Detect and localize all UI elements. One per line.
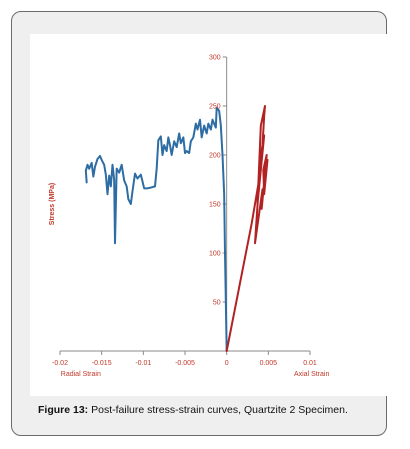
y-tick-label: 250 [209, 104, 221, 111]
axial-strain-series [225, 105, 269, 352]
y-tick-label: 100 [209, 251, 221, 258]
y-tick-label: 150 [209, 202, 221, 209]
x-axis-title-radial: Radial Strain [61, 371, 101, 378]
x-axis-title-axial: Axial Strain [294, 371, 330, 378]
caption-text: Post-failure stress-strain curves, Quart… [91, 404, 348, 416]
x-tick-label: 0.005 [260, 360, 278, 367]
stress-strain-chart: -0.02 -0.015 -0.01 -0.005 0 0.005 0.01 50 100 150… [49, 55, 329, 379]
figure-card: -0.02 -0.015 -0.01 -0.005 0 0.005 0.01 50 100 150… [11, 11, 390, 436]
labels-layer: -0.02 -0.015 -0.01 -0.005 0 0.005 0.01 50 100 150… [49, 55, 329, 379]
series-layer [84, 105, 269, 352]
figure-caption: Figure 13: Post-failure stress-strain cu… [38, 404, 390, 417]
x-tick-label: 0.01 [303, 360, 317, 367]
x-tick-label: -0.02 [52, 360, 68, 367]
x-tick-label: -0.015 [92, 360, 112, 367]
chart-area: -0.02 -0.015 -0.01 -0.005 0 0.005 0.01 50 100 150… [30, 34, 390, 396]
x-tick-label: -0.005 [175, 360, 195, 367]
y-tick-label: 300 [209, 55, 221, 62]
caption-label: Figure 13: [38, 404, 89, 416]
x-tick-label: 0 [225, 360, 229, 367]
x-tick-label: -0.01 [135, 360, 151, 367]
axes [59, 56, 311, 355]
radial-strain-series [84, 106, 228, 352]
y-tick-label: 50 [213, 300, 221, 307]
y-tick-label: 200 [209, 153, 221, 160]
y-axis-title: Stress (MPa) [49, 183, 56, 225]
